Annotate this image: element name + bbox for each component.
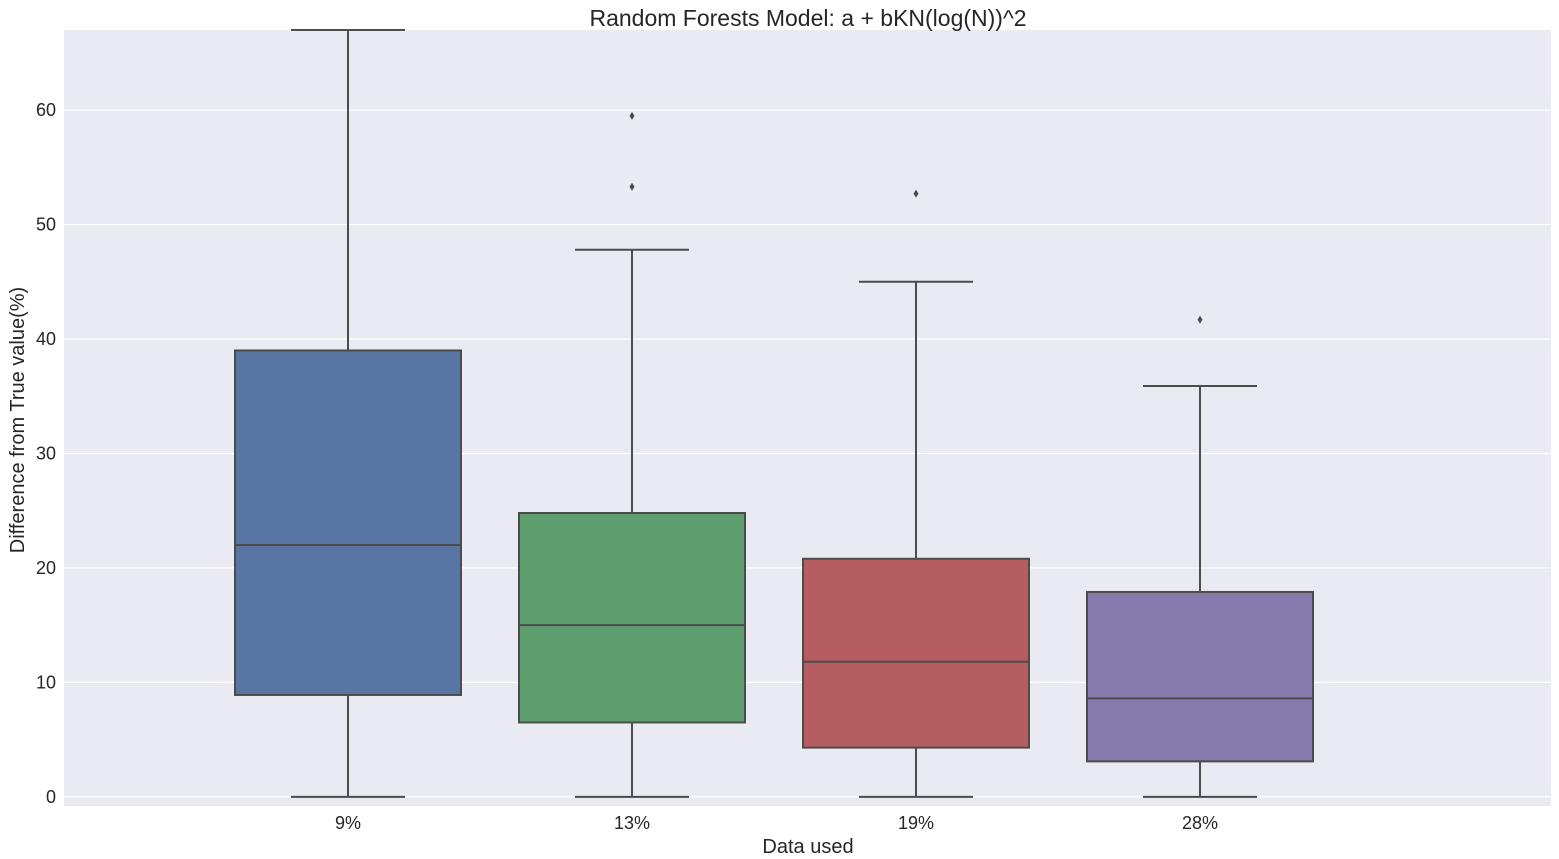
box-1 [234,29,462,798]
y-tick-label: 20 [36,558,56,578]
outlier-point [1197,315,1203,324]
outlier-point [629,182,635,191]
box-iqr [1086,590,1314,763]
y-axis-label: Difference from True value(%) [7,287,29,553]
box-2 [518,111,746,798]
y-tick-label: 40 [36,329,56,349]
y-tick-label: 30 [36,443,56,463]
y-tick-label: 10 [36,672,56,692]
chart-title: Random Forests Model: a + bKN(log(N))^2 [589,5,1026,31]
box-iqr [518,511,746,724]
box-4 [1086,315,1314,798]
y-axis-ticks: 0 10 20 30 40 50 60 [36,100,56,807]
box-3 [802,189,1030,798]
x-tick-label: 13% [614,813,650,833]
y-tick-label: 60 [36,100,56,120]
box-iqr [802,557,1030,749]
outlier-point [629,111,635,120]
x-axis-label: Data used [762,836,853,858]
boxes [234,29,1314,798]
box-iqr [234,349,462,696]
x-tick-label: 9% [335,813,361,833]
x-tick-label: 28% [1182,813,1218,833]
outlier-point [913,189,919,198]
y-tick-label: 0 [46,787,56,807]
x-axis-ticks: 9% 13% 19% 28% [335,813,1218,833]
x-tick-label: 19% [898,813,934,833]
y-tick-label: 50 [36,215,56,235]
